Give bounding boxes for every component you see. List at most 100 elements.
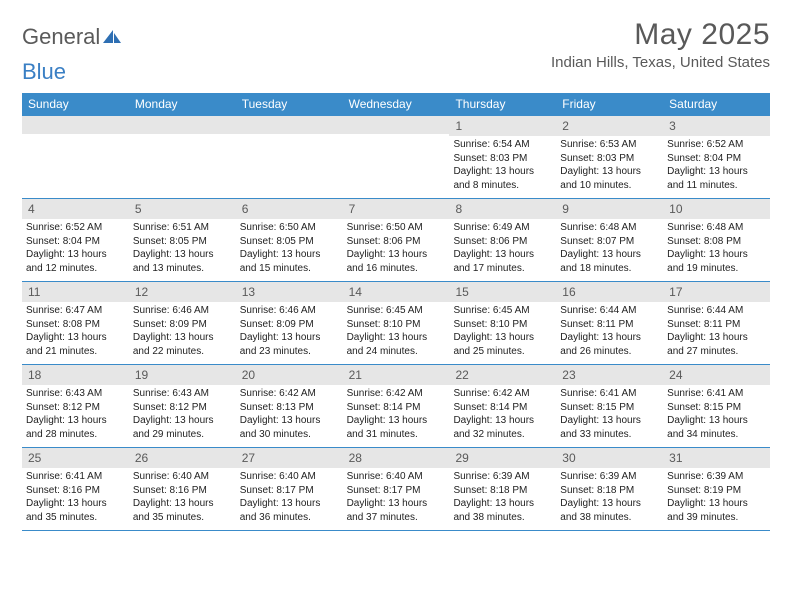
day-body: Sunrise: 6:44 AMSunset: 8:11 PMDaylight:… [556, 302, 663, 364]
daylight-text: Daylight: 13 hours and 18 minutes. [560, 248, 659, 275]
sunrise-text: Sunrise: 6:45 AM [347, 304, 446, 318]
day-body: Sunrise: 6:46 AMSunset: 8:09 PMDaylight:… [236, 302, 343, 364]
weekday-sunday: Sunday [22, 93, 129, 116]
day-cell: 11 Sunrise: 6:47 AMSunset: 8:08 PMDayligh… [22, 282, 129, 364]
day-body: Sunrise: 6:39 AMSunset: 8:19 PMDaylight:… [663, 468, 770, 530]
sunrise-text: Sunrise: 6:48 AM [560, 221, 659, 235]
daylight-text: Daylight: 13 hours and 13 minutes. [133, 248, 232, 275]
day-body: Sunrise: 6:49 AMSunset: 8:06 PMDaylight:… [449, 219, 556, 281]
day-number: 3 [663, 116, 770, 136]
day-number: 11 [22, 282, 129, 302]
sunrise-text: Sunrise: 6:52 AM [667, 138, 766, 152]
day-body [236, 134, 343, 192]
day-cell: 14Sunrise: 6:45 AMSunset: 8:10 PMDayligh… [343, 282, 450, 364]
daylight-text: Daylight: 13 hours and 39 minutes. [667, 497, 766, 524]
sunrise-text: Sunrise: 6:43 AM [26, 387, 125, 401]
day-number: 26 [129, 448, 236, 468]
sunrise-text: Sunrise: 6:48 AM [667, 221, 766, 235]
day-cell: 1Sunrise: 6:54 AMSunset: 8:03 PMDaylight… [449, 116, 556, 198]
day-body: Sunrise: 6:40 AMSunset: 8:17 PMDaylight:… [343, 468, 450, 530]
week-row: 1Sunrise: 6:54 AMSunset: 8:03 PMDaylight… [22, 116, 770, 199]
day-number: 29 [449, 448, 556, 468]
day-number: 6 [236, 199, 343, 219]
day-number: 9 [556, 199, 663, 219]
day-body: Sunrise: 6:42 AMSunset: 8:13 PMDaylight:… [236, 385, 343, 447]
day-body: Sunrise: 6:46 AMSunset: 8:09 PMDaylight:… [129, 302, 236, 364]
sunrise-text: Sunrise: 6:41 AM [560, 387, 659, 401]
sunset-text: Sunset: 8:10 PM [347, 318, 446, 332]
day-cell: 31Sunrise: 6:39 AMSunset: 8:19 PMDayligh… [663, 448, 770, 530]
day-cell: 18Sunrise: 6:43 AMSunset: 8:12 PMDayligh… [22, 365, 129, 447]
sunrise-text: Sunrise: 6:47 AM [26, 304, 125, 318]
weeks-container: 1Sunrise: 6:54 AMSunset: 8:03 PMDaylight… [22, 116, 770, 531]
sunset-text: Sunset: 8:03 PM [560, 152, 659, 166]
day-body: Sunrise: 6:42 AMSunset: 8:14 PMDaylight:… [449, 385, 556, 447]
sunset-text: Sunset: 8:14 PM [347, 401, 446, 415]
daylight-text: Daylight: 13 hours and 27 minutes. [667, 331, 766, 358]
sunset-text: Sunset: 8:15 PM [667, 401, 766, 415]
location-text: Indian Hills, Texas, United States [551, 54, 770, 71]
sunset-text: Sunset: 8:08 PM [26, 318, 125, 332]
sunrise-text: Sunrise: 6:46 AM [133, 304, 232, 318]
sunset-text: Sunset: 8:07 PM [560, 235, 659, 249]
day-cell: 25Sunrise: 6:41 AMSunset: 8:16 PMDayligh… [22, 448, 129, 530]
sunrise-text: Sunrise: 6:53 AM [560, 138, 659, 152]
day-number: 27 [236, 448, 343, 468]
sunrise-text: Sunrise: 6:41 AM [667, 387, 766, 401]
day-cell: 10Sunrise: 6:48 AMSunset: 8:08 PMDayligh… [663, 199, 770, 281]
daylight-text: Daylight: 13 hours and 23 minutes. [240, 331, 339, 358]
day-body: Sunrise: 6:50 AMSunset: 8:05 PMDaylight:… [236, 219, 343, 281]
day-number [343, 116, 450, 134]
sunset-text: Sunset: 8:11 PM [560, 318, 659, 332]
week-row: 4Sunrise: 6:52 AMSunset: 8:04 PMDaylight… [22, 199, 770, 282]
sunset-text: Sunset: 8:15 PM [560, 401, 659, 415]
sunrise-text: Sunrise: 6:50 AM [240, 221, 339, 235]
day-body: Sunrise: 6:45 AMSunset: 8:10 PMDaylight:… [449, 302, 556, 364]
day-body: Sunrise: 6:43 AMSunset: 8:12 PMDaylight:… [129, 385, 236, 447]
day-body: Sunrise: 6:41 AMSunset: 8:16 PMDaylight:… [22, 468, 129, 530]
sunrise-text: Sunrise: 6:44 AM [667, 304, 766, 318]
daylight-text: Daylight: 13 hours and 32 minutes. [453, 414, 552, 441]
day-body: Sunrise: 6:52 AMSunset: 8:04 PMDaylight:… [22, 219, 129, 281]
day-body: Sunrise: 6:41 AMSunset: 8:15 PMDaylight:… [556, 385, 663, 447]
sunrise-text: Sunrise: 6:50 AM [347, 221, 446, 235]
sunrise-text: Sunrise: 6:42 AM [347, 387, 446, 401]
day-number: 20 [236, 365, 343, 385]
sunrise-text: Sunrise: 6:40 AM [240, 470, 339, 484]
sunset-text: Sunset: 8:03 PM [453, 152, 552, 166]
day-cell: 27Sunrise: 6:40 AMSunset: 8:17 PMDayligh… [236, 448, 343, 530]
sunset-text: Sunset: 8:09 PM [240, 318, 339, 332]
sunrise-text: Sunrise: 6:42 AM [240, 387, 339, 401]
day-body: Sunrise: 6:43 AMSunset: 8:12 PMDaylight:… [22, 385, 129, 447]
sunset-text: Sunset: 8:06 PM [453, 235, 552, 249]
week-row: 25Sunrise: 6:41 AMSunset: 8:16 PMDayligh… [22, 448, 770, 531]
weekday-friday: Friday [556, 93, 663, 116]
day-number: 18 [22, 365, 129, 385]
day-body: Sunrise: 6:51 AMSunset: 8:05 PMDaylight:… [129, 219, 236, 281]
daylight-text: Daylight: 13 hours and 11 minutes. [667, 165, 766, 192]
logo-text-2: Blue [22, 59, 66, 85]
daylight-text: Daylight: 13 hours and 35 minutes. [26, 497, 125, 524]
daylight-text: Daylight: 13 hours and 38 minutes. [560, 497, 659, 524]
sunset-text: Sunset: 8:04 PM [667, 152, 766, 166]
day-number: 24 [663, 365, 770, 385]
week-row: 18Sunrise: 6:43 AMSunset: 8:12 PMDayligh… [22, 365, 770, 448]
daylight-text: Daylight: 13 hours and 25 minutes. [453, 331, 552, 358]
day-cell: 23Sunrise: 6:41 AMSunset: 8:15 PMDayligh… [556, 365, 663, 447]
day-cell: 19Sunrise: 6:43 AMSunset: 8:12 PMDayligh… [129, 365, 236, 447]
day-number: 7 [343, 199, 450, 219]
daylight-text: Daylight: 13 hours and 37 minutes. [347, 497, 446, 524]
sunset-text: Sunset: 8:04 PM [26, 235, 125, 249]
day-body: Sunrise: 6:41 AMSunset: 8:15 PMDaylight:… [663, 385, 770, 447]
day-number: 22 [449, 365, 556, 385]
sunset-text: Sunset: 8:14 PM [453, 401, 552, 415]
daylight-text: Daylight: 13 hours and 19 minutes. [667, 248, 766, 275]
sunset-text: Sunset: 8:11 PM [667, 318, 766, 332]
sunrise-text: Sunrise: 6:39 AM [453, 470, 552, 484]
daylight-text: Daylight: 13 hours and 21 minutes. [26, 331, 125, 358]
day-body: Sunrise: 6:42 AMSunset: 8:14 PMDaylight:… [343, 385, 450, 447]
daylight-text: Daylight: 13 hours and 31 minutes. [347, 414, 446, 441]
day-number: 12 [129, 282, 236, 302]
day-body: Sunrise: 6:53 AMSunset: 8:03 PMDaylight:… [556, 136, 663, 198]
day-cell: 26Sunrise: 6:40 AMSunset: 8:16 PMDayligh… [129, 448, 236, 530]
